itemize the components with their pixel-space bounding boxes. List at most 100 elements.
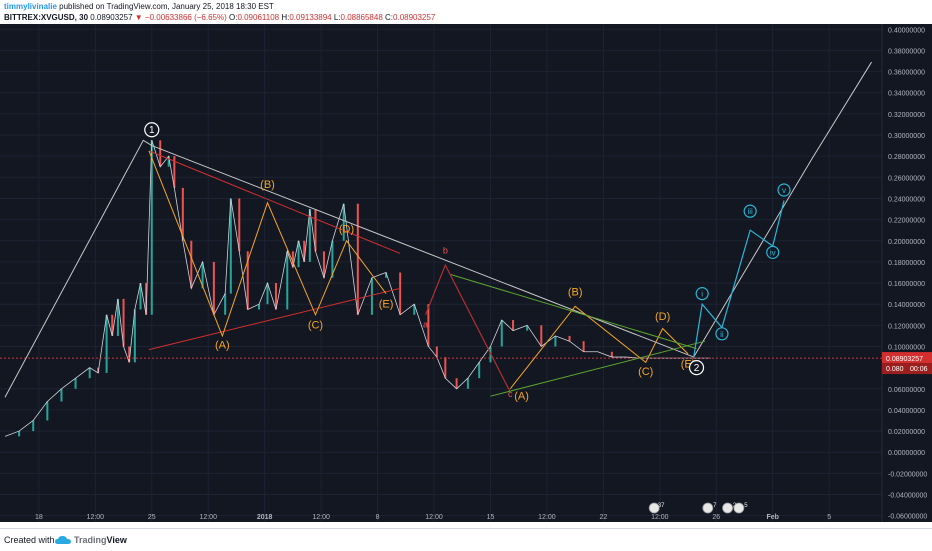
high-label: H: — [281, 13, 290, 22]
event-marker-count: 7 — [713, 503, 717, 509]
y-tick-label: 0.20000000 — [888, 239, 925, 246]
wave-label-triangle: (A) — [514, 390, 529, 402]
chart-header: timmylivinalie published on TradingView.… — [0, 0, 932, 24]
x-tick-label: 8 — [376, 514, 380, 521]
x-tick-label: 12:00 — [199, 514, 217, 521]
wave-label-triangle: (D) — [339, 223, 354, 235]
low-label: L: — [333, 13, 341, 22]
wave-label-triangle: (D) — [655, 311, 670, 323]
event-marker-count: 37 — [658, 503, 665, 509]
wave-label-impulse: ii — [720, 330, 724, 339]
y-tick-label: 0.16000000 — [888, 281, 925, 288]
symbol-line: BITTREX:XVGUSD, 30 0.08903257 ▼ −0.00633… — [0, 12, 932, 23]
chart-footer: Created with TradingView — [0, 528, 932, 551]
countdown-label: 00:06 — [910, 366, 928, 373]
wave-label-triangle: (C) — [638, 366, 653, 378]
wave-label-impulse: iii — [747, 207, 753, 216]
x-tick-label: 26 — [712, 514, 720, 521]
x-tick-label: 22 — [599, 514, 607, 521]
event-marker-count: 5 — [744, 503, 748, 509]
author-link[interactable]: timmylivinalie — [4, 2, 57, 11]
event-marker-icon — [722, 502, 733, 514]
tradingview-cloud-icon — [54, 534, 72, 548]
wave-circle-white — [144, 122, 160, 138]
wave-label-abc: a — [423, 319, 428, 329]
y-tick-label: -0.06000000 — [888, 514, 927, 521]
price-chart[interactable]: 0.40000000 0.38000000 0.36000000 0.34000000… — [0, 0, 932, 528]
y-tick-label: 0.10000000 — [888, 344, 925, 351]
y-tick-label: 0.06000000 — [888, 387, 925, 394]
wave-label-triangle: (C) — [308, 320, 323, 332]
event-marker-icon — [702, 502, 714, 514]
last-price: 0.08903257 — [90, 13, 133, 22]
plot-background — [0, 24, 932, 522]
y-tick-label: 0.14000000 — [888, 302, 925, 309]
y-tick-label: 0.38000000 — [888, 48, 925, 55]
down-arrow-icon: ▼ — [134, 13, 143, 22]
y-tick-label: 0.36000000 — [888, 70, 925, 77]
x-tick-label: Feb — [767, 514, 779, 521]
y-tick-label: 0.26000000 — [888, 175, 925, 182]
publish-line: timmylivinalie published on TradingView.… — [0, 0, 932, 12]
wave-label-impulse: iv — [770, 248, 776, 257]
y-tick-label: 0.40000000 — [888, 27, 925, 34]
orange-triangle-1 — [148, 150, 387, 338]
y-tick-label: 0.34000000 — [888, 91, 925, 98]
y-tick-label: 0.00000000 — [888, 450, 925, 457]
y-tick-label: 0.24000000 — [888, 196, 925, 203]
countdown-price-label: 0.080 — [886, 366, 904, 373]
wave-label-triangle: (B) — [260, 179, 275, 191]
wave-label-impulse: i — [701, 290, 703, 299]
x-tick-label: 12:00 — [538, 514, 556, 521]
y-tick-label: 0.30000000 — [888, 133, 925, 140]
created-with-text: Created with — [4, 535, 55, 545]
white-wave-line — [4, 61, 872, 398]
open-value: 0.09061108 — [237, 13, 280, 22]
wave-label-primary: 2 — [694, 363, 700, 374]
x-tick-label: 12:00 — [651, 514, 669, 521]
high-value: 0.09133894 — [289, 13, 332, 22]
y-tick-label: 0.28000000 — [888, 154, 925, 161]
x-tick-label: 25 — [148, 514, 156, 521]
event-marker-icon — [733, 502, 745, 514]
wave-label-abc: c — [508, 389, 513, 399]
x-tick-label: 5 — [827, 514, 831, 521]
low-value: 0.08865848 — [340, 13, 383, 22]
price-change: −0.00633866 (−6.65%) — [144, 13, 227, 22]
last-price-tag — [882, 352, 932, 364]
tradingview-brand[interactable]: TradingView — [74, 535, 127, 545]
red-abc-wave — [425, 263, 511, 393]
wave-label-triangle: (B) — [568, 287, 583, 299]
wave-circle-cyan — [777, 183, 791, 197]
y-tick-label: 0.18000000 — [888, 260, 925, 267]
green-upper-trendline — [450, 274, 697, 350]
brand-prefix: Trading — [74, 535, 107, 545]
event-marker-icon — [648, 502, 660, 514]
wave-label-abc: b — [443, 245, 448, 255]
wave-circle-cyan — [715, 327, 729, 341]
x-tick-label: 12:00 — [425, 514, 443, 521]
wave-circle-cyan — [766, 245, 780, 259]
orange-triangle-2 — [509, 305, 689, 390]
y-tick-label: 0.02000000 — [888, 429, 925, 436]
brand-suffix: View — [106, 535, 127, 545]
wave-label-triangle: (A) — [215, 340, 230, 352]
wave-circle-cyan — [695, 287, 709, 301]
y-tick-label: -0.02000000 — [888, 471, 927, 478]
last-price-tag-label: 0.08903257 — [886, 356, 923, 363]
red-lower-trendline — [148, 287, 401, 351]
wave-label-primary: 1 — [149, 125, 155, 136]
wave-label-impulse: v — [782, 186, 786, 195]
close-label: C: — [385, 13, 394, 22]
x-tick-label: 2018 — [257, 514, 273, 521]
red-upper-trendline — [148, 150, 401, 254]
x-tick-label: 12:00 — [87, 514, 105, 521]
open-label: O: — [228, 13, 238, 22]
countdown-tag — [882, 363, 932, 375]
x-tick-label: 18 — [35, 514, 43, 521]
cyan-impulse-wave — [693, 200, 785, 358]
wave-circle-cyan — [743, 204, 757, 218]
symbol-label: BITTREX:XVGUSD, 30 — [4, 13, 89, 22]
y-tick-label: 0.12000000 — [888, 323, 925, 330]
